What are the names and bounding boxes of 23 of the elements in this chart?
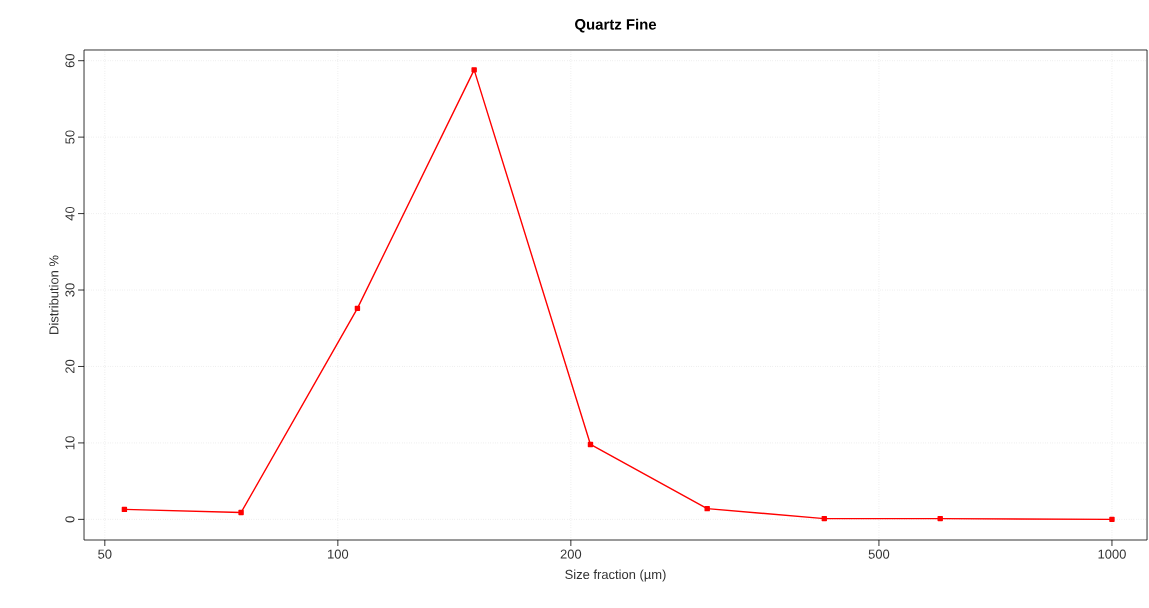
- point: [471, 67, 477, 73]
- chart-title: Quartz Fine: [575, 18, 657, 33]
- x-tick-label: 100: [328, 549, 349, 559]
- y-tick-label: 40: [65, 206, 75, 221]
- point: [587, 441, 594, 448]
- y-tick-label: 0: [65, 516, 75, 523]
- point: [238, 509, 244, 516]
- y-tick-label: 30: [65, 283, 75, 297]
- x-tick-label: 500: [868, 549, 890, 559]
- point: [821, 515, 827, 522]
- point: [937, 515, 943, 522]
- y-tick-label: 60: [65, 53, 75, 68]
- point: [704, 505, 710, 512]
- y-tick-label: 20: [65, 359, 75, 374]
- x-tick-label: 50: [98, 549, 112, 559]
- point: [354, 305, 361, 312]
- x-tick-label: 200: [560, 549, 582, 559]
- y-tick-label: 10: [65, 436, 75, 450]
- x-axis-title: Size fraction (µm): [565, 569, 666, 582]
- y-axis-title: Distribution %: [48, 255, 59, 334]
- x-tick-label: 1000: [1098, 549, 1126, 559]
- y-tick-label: 50: [65, 130, 75, 144]
- point: [121, 506, 128, 513]
